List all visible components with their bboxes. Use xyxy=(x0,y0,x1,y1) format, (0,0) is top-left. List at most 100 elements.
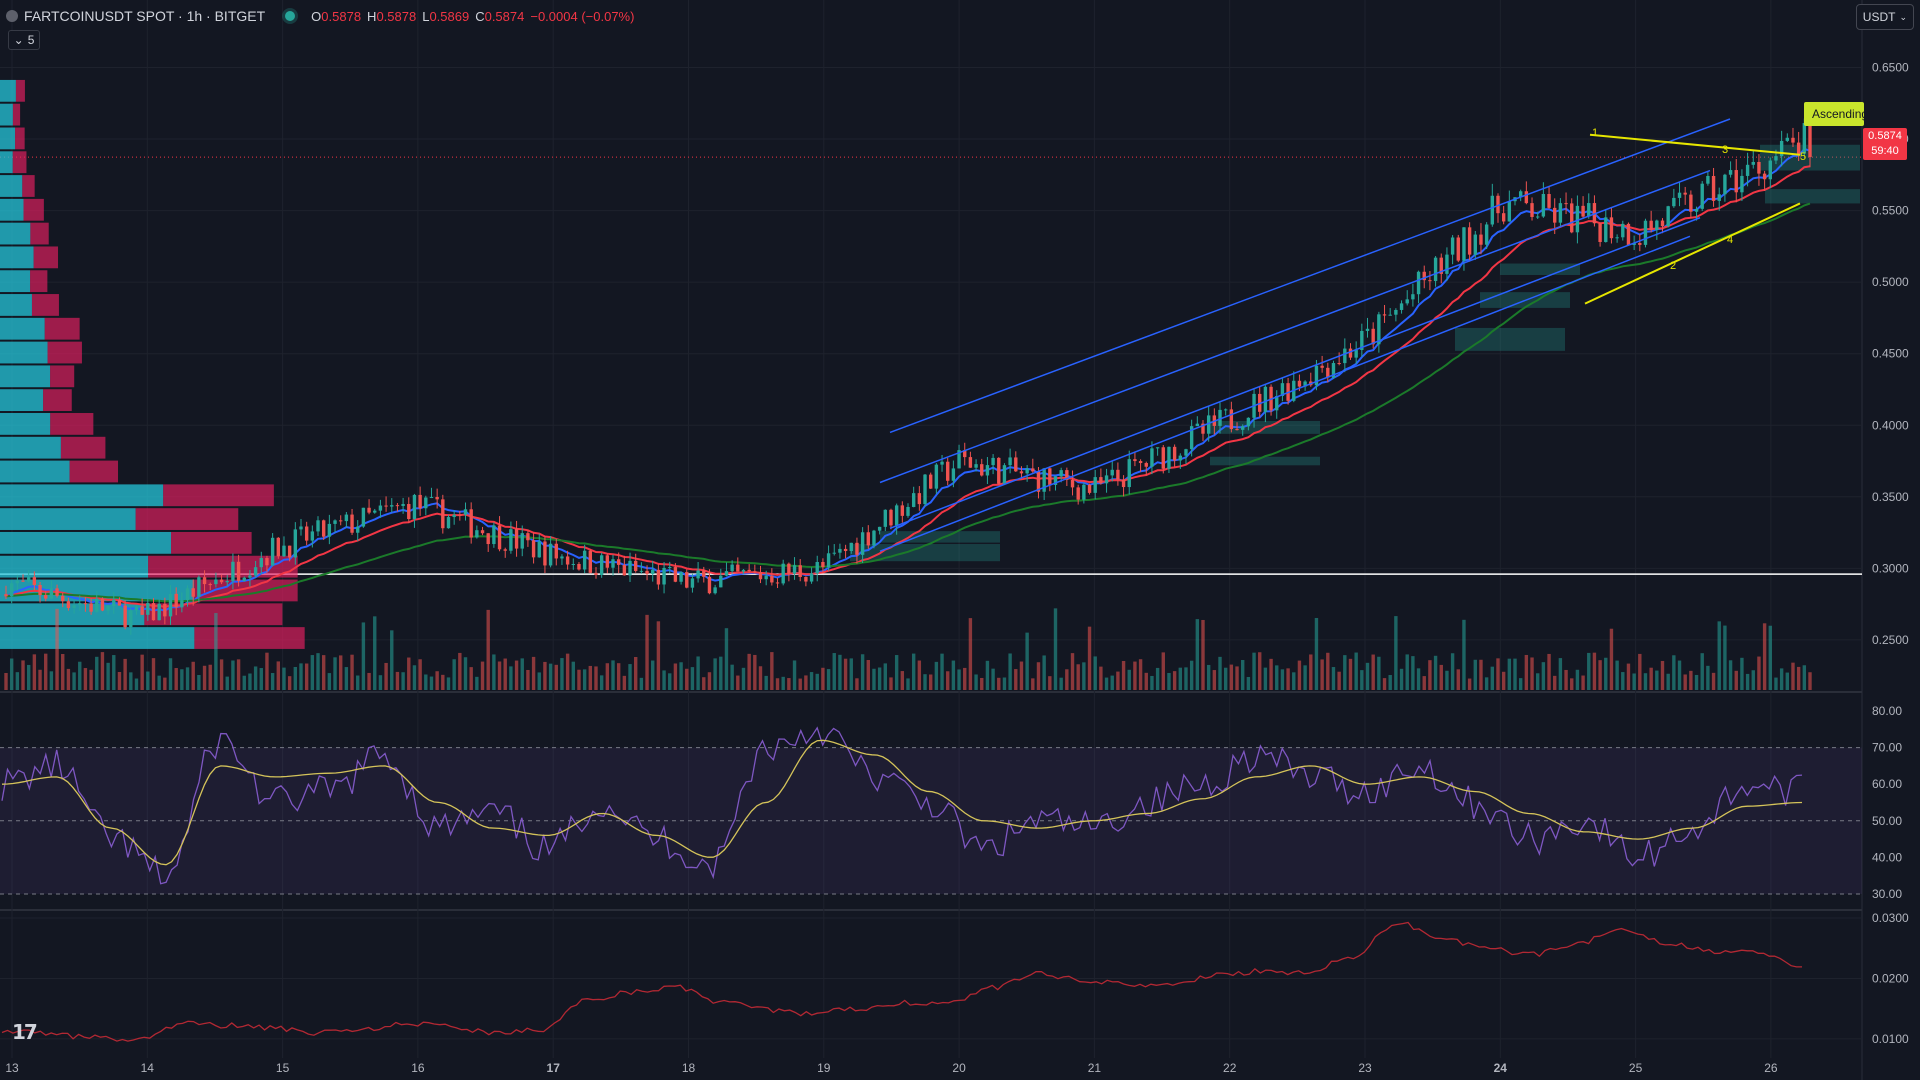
volume-bar xyxy=(304,663,309,690)
volume-bar xyxy=(509,666,513,690)
candle-body xyxy=(157,603,161,621)
volume-bar xyxy=(1518,678,1523,690)
candle-body xyxy=(957,450,961,469)
price-pane[interactable]: 1 2 3 4 5 xyxy=(0,79,1862,690)
candle-body xyxy=(356,526,360,533)
volume-bar xyxy=(1178,667,1182,690)
candle-body xyxy=(1762,173,1767,180)
volume-bar xyxy=(696,656,700,690)
candle-body xyxy=(872,530,876,546)
candle-body xyxy=(1042,468,1046,492)
volume-bar xyxy=(1303,665,1307,690)
volume-bar xyxy=(452,659,456,690)
rsi-ma-line xyxy=(1,739,1803,866)
candle-body xyxy=(458,514,462,516)
candle-body xyxy=(1745,164,1750,176)
candle-body xyxy=(560,556,564,559)
volume-bar xyxy=(1615,660,1619,690)
volume-bar xyxy=(395,671,400,690)
volume-bar xyxy=(1241,659,1245,690)
volume-bar xyxy=(571,661,575,690)
volume-profile-down-bar xyxy=(47,341,82,364)
candle-body xyxy=(1110,469,1114,476)
volume-bar xyxy=(1751,670,1755,690)
time-tick-label: 21 xyxy=(1088,1061,1102,1075)
volume-bar xyxy=(1592,652,1597,690)
rsi-tick-label: 30.00 xyxy=(1872,887,1902,901)
candle-body xyxy=(299,526,303,530)
candle-body xyxy=(219,579,224,583)
volume-profile-down-bar xyxy=(69,460,119,483)
volume-bar xyxy=(174,668,178,690)
volume-bar xyxy=(1348,658,1353,690)
volume-bar xyxy=(1286,668,1290,690)
time-axis[interactable]: 13 14 15 16 17 18 19 20 21 22 23 24 25 26 xyxy=(5,1061,1778,1075)
last-price-value: 0.5874 xyxy=(1868,130,1902,142)
price-axis[interactable]: 0.65000.60000.55000.50000.45000.40000.35… xyxy=(1872,60,1909,1045)
volume-bar xyxy=(117,671,122,690)
candle-body xyxy=(123,605,127,628)
volume-profile-up-bar xyxy=(0,175,23,197)
volume-bar xyxy=(616,663,621,690)
volume-profile-down-bar xyxy=(31,294,59,316)
candle-body xyxy=(310,531,315,541)
volume-bar xyxy=(1252,652,1256,690)
candle-body xyxy=(531,540,536,558)
candle-body xyxy=(61,595,65,602)
candle-body xyxy=(1779,140,1784,157)
candle-body xyxy=(469,509,473,538)
volume-bar xyxy=(1536,673,1540,690)
indicators-collapse-button[interactable]: ⌄ 5 xyxy=(8,30,40,50)
volume-profile-down-bar xyxy=(171,531,252,554)
volume-bar xyxy=(253,666,258,690)
indicator-pane[interactable] xyxy=(1,921,1802,1042)
volume-bar xyxy=(1570,678,1574,690)
volume-bar xyxy=(1331,667,1336,690)
currency-select[interactable]: USDT ⌄ xyxy=(1855,4,1914,30)
volume-bar xyxy=(792,660,797,690)
candle-body xyxy=(1734,170,1738,193)
volume-bar xyxy=(1195,619,1200,690)
market-status-icon[interactable] xyxy=(285,11,296,21)
volume-bar xyxy=(821,667,825,690)
volume-bar xyxy=(809,672,814,690)
change-value: −0.0004 (−0.07%) xyxy=(530,8,635,24)
candle-body xyxy=(1683,192,1687,195)
candle-body xyxy=(78,603,82,606)
candle-body xyxy=(503,549,507,551)
candle-body xyxy=(1643,220,1648,245)
candle-body xyxy=(991,457,995,466)
candle-body xyxy=(418,494,422,509)
time-tick-label: 19 xyxy=(817,1061,831,1075)
price-tick-label: 0.3000 xyxy=(1872,561,1909,575)
volume-bar xyxy=(1320,659,1324,690)
candle-body xyxy=(407,503,411,519)
volume-bar xyxy=(276,661,280,690)
volume-bar xyxy=(1326,652,1330,690)
volume-profile-down-bar xyxy=(15,79,25,102)
volume-bar xyxy=(685,668,689,690)
price-tick-label: 0.5000 xyxy=(1872,275,1909,289)
candle-body xyxy=(1121,479,1126,488)
candle-body xyxy=(1116,469,1120,480)
volume-bar xyxy=(1144,672,1148,690)
indicator-count: 5 xyxy=(27,33,35,47)
rsi-pane[interactable] xyxy=(0,726,1862,895)
volume-bar xyxy=(112,655,116,690)
volume-bar xyxy=(1456,669,1460,690)
tradingview-logo-icon[interactable]: 17 xyxy=(12,1020,38,1044)
candle-body xyxy=(1541,193,1546,217)
candle-body xyxy=(1621,223,1625,238)
candle-body xyxy=(1184,449,1188,456)
candle-body xyxy=(662,567,666,585)
symbol-title[interactable]: FARTCOINUSDT SPOT · 1h · BITGET xyxy=(24,8,266,24)
volume-bar xyxy=(1212,670,1217,690)
volume-bar xyxy=(758,666,763,690)
volume-profile-down-bar xyxy=(33,246,59,269)
candle-body xyxy=(1467,227,1472,255)
volume-bar xyxy=(32,654,37,690)
pattern-label[interactable]: Ascending xyxy=(1804,102,1864,126)
volume-bar xyxy=(1484,677,1489,690)
triangle-point-label: 5 xyxy=(1800,151,1806,163)
